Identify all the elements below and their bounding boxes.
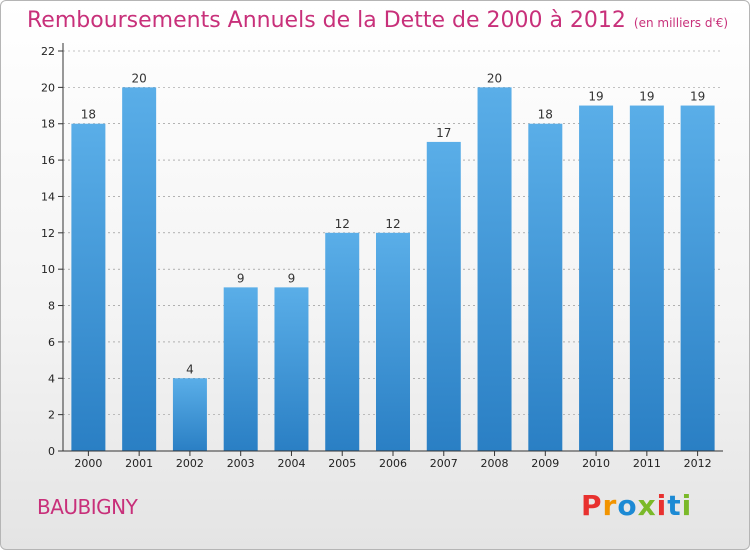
bar-2008: [477, 87, 512, 451]
logo-letter: P: [581, 489, 603, 522]
x-tick-label: 2010: [582, 457, 610, 470]
logo-letter: t: [667, 489, 682, 522]
bar-value-label: 20: [132, 71, 147, 85]
logo-letter: r: [602, 489, 618, 522]
x-tick-label: 2005: [328, 457, 356, 470]
logo-letter: i: [681, 489, 693, 522]
bar-2004: [274, 287, 309, 451]
bar-value-label: 18: [538, 108, 553, 122]
bar-2009: [528, 123, 563, 452]
y-tick-label: 12: [41, 227, 55, 240]
y-tick-label: 0: [48, 445, 55, 458]
bar-value-label: 19: [588, 90, 603, 104]
bar-value-label: 17: [436, 126, 451, 140]
x-tick-label: 2011: [633, 457, 661, 470]
chart-subtitle: (en milliers d'€): [633, 16, 729, 30]
bar-2011: [629, 105, 664, 451]
x-tick-label: 2002: [176, 457, 204, 470]
x-tick-label: 2000: [74, 457, 102, 470]
bar-value-label: 19: [690, 90, 705, 104]
x-tick-label: 2009: [531, 457, 559, 470]
y-tick-label: 8: [48, 300, 55, 313]
proxiti-logo[interactable]: Proxiti: [581, 489, 692, 522]
chart-title-text: Remboursements Annuels de la Dette de 20…: [27, 8, 626, 33]
bar-value-label: 9: [288, 271, 296, 285]
x-tick-label: 2008: [481, 457, 509, 470]
bar-2006: [376, 232, 410, 451]
y-tick-label: 4: [48, 372, 55, 385]
x-tick-label: 2004: [277, 457, 305, 470]
bar-value-label: 12: [385, 217, 400, 231]
bar-2012: [680, 105, 715, 451]
axes: 0 2 4 6 8 10 12 14 16 18 20 22 2000 2001 2002 2003 2004 2…: [41, 43, 723, 470]
chart-title: Remboursements Annuels de la Dette de 20…: [27, 8, 728, 33]
y-tick-label: 20: [41, 81, 55, 94]
bar-value-label: 20: [487, 71, 502, 85]
commune-name: BAUBIGNY: [37, 495, 138, 519]
x-tick-label: 2001: [125, 457, 153, 470]
bar-2007: [426, 141, 461, 451]
y-tick-label: 22: [41, 45, 55, 58]
bar-2002: [172, 378, 207, 451]
logo-letter: i: [656, 489, 668, 522]
bar-value-label: 4: [186, 362, 194, 376]
bar-value-label: 9: [237, 271, 245, 285]
x-tick-label: 2006: [379, 457, 407, 470]
bar-2005: [325, 232, 360, 451]
bar-value-label: 18: [81, 108, 96, 122]
bar-2003: [223, 287, 258, 451]
bar-value-label: 12: [335, 217, 350, 231]
logo-letter: x: [637, 489, 657, 522]
x-tick-label: 2012: [684, 457, 712, 470]
bar-value-label: 19: [639, 90, 654, 104]
y-tick-label: 2: [48, 409, 55, 422]
logo-letter: o: [617, 489, 638, 522]
y-tick-label: 16: [41, 154, 55, 167]
x-tick-label: 2003: [227, 457, 255, 470]
y-tick-label: 18: [41, 118, 55, 131]
bar-2000: [71, 123, 106, 452]
y-tick-label: 14: [41, 190, 55, 203]
bars: 18 20 4 9 9 12 12 17 20 18 19 19 19: [71, 71, 715, 452]
bar-2001: [122, 87, 157, 451]
x-tick-label: 2007: [430, 457, 458, 470]
bar-2010: [579, 105, 614, 451]
y-tick-label: 10: [41, 263, 55, 276]
y-tick-label: 6: [48, 336, 55, 349]
